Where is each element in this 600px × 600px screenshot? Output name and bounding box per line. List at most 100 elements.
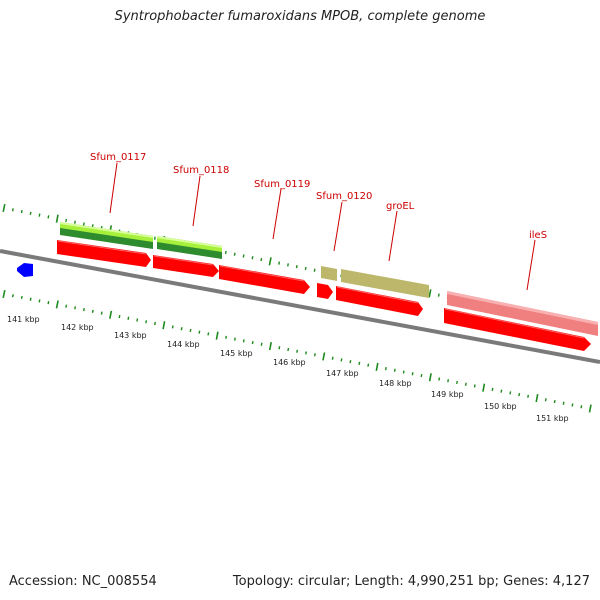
inner-minor-tick — [473, 384, 476, 388]
inner-minor-tick — [331, 356, 334, 360]
gene-label-sfum-0117[interactable]: Sfum_0117 — [90, 152, 146, 163]
gene-label-sfum-0118[interactable]: Sfum_0118 — [173, 165, 229, 176]
inner-major-tick — [109, 310, 113, 319]
outer-minor-tick — [82, 222, 85, 226]
outer-minor-tick — [313, 268, 316, 272]
inner-major-tick — [322, 352, 326, 361]
map-title: Syntrophobacter fumaroxidans MPOB, compl… — [114, 9, 486, 24]
cds-arrow-sfum-0119[interactable] — [219, 265, 310, 294]
inner-minor-tick — [305, 351, 307, 355]
inner-major-tick — [482, 383, 486, 392]
feature-sfum-0117-green[interactable] — [60, 222, 153, 249]
outer-minor-tick — [242, 254, 245, 258]
inner-minor-tick — [118, 314, 121, 319]
inner-minor-tick — [260, 342, 263, 346]
inner-major-tick — [375, 362, 379, 371]
callout-line-sfum-0119 — [272, 188, 282, 240]
inner-minor-tick — [234, 337, 236, 341]
inner-minor-tick — [358, 361, 361, 366]
inner-minor-tick — [11, 294, 14, 298]
inner-minor-tick — [287, 347, 290, 352]
inner-major-tick — [2, 289, 6, 299]
inner-major-tick — [428, 373, 432, 382]
callout-line-sfum-0118 — [192, 175, 201, 227]
cds-arrow-blue[interactable] — [17, 263, 33, 277]
inner-minor-tick — [402, 370, 405, 374]
scale-label: 151 kbp — [536, 414, 569, 423]
cds-highlights — [57, 240, 585, 339]
inner-minor-tick — [278, 346, 281, 350]
inner-minor-tick — [180, 327, 183, 331]
outer-minor-tick — [65, 218, 68, 223]
scale-label: 142 kbp — [61, 323, 94, 332]
inner-minor-tick — [127, 316, 130, 320]
inner-minor-tick — [500, 389, 503, 393]
outer-minor-tick — [224, 250, 227, 255]
scale-label: 148 kbp — [379, 379, 412, 388]
inner-minor-tick — [198, 330, 201, 334]
inner-tick-track — [2, 289, 592, 413]
inner-minor-tick — [420, 373, 423, 378]
inner-major-tick — [162, 321, 166, 330]
gene-labels: Sfum_0117 Sfum_0118 Sfum_0119 Sfum_0120 … — [90, 152, 547, 241]
outer-minor-tick — [29, 211, 32, 215]
cds-track — [17, 240, 591, 351]
cds-arrow-iles[interactable] — [444, 308, 591, 351]
feature-track-upper — [60, 222, 598, 336]
cds-arrow-sfum-0118[interactable] — [153, 255, 219, 277]
inner-minor-tick — [580, 405, 583, 409]
callout-line-sfum-0117 — [109, 162, 118, 214]
feature-sfum-0120-olive[interactable] — [321, 266, 337, 281]
outer-minor-tick — [437, 293, 440, 297]
outer-minor-tick — [153, 236, 156, 240]
outer-minor-tick — [20, 209, 23, 214]
scale-label: 150 kbp — [484, 402, 517, 411]
scale-label: 144 kbp — [167, 340, 200, 349]
inner-minor-tick — [313, 353, 316, 357]
inner-major-tick — [55, 300, 59, 309]
outer-minor-tick — [91, 224, 94, 228]
outer-minor-tick — [304, 266, 307, 271]
inner-minor-tick — [100, 311, 103, 315]
cds-arrow-sfum-0117[interactable] — [57, 240, 151, 267]
inner-minor-tick — [136, 318, 139, 322]
inner-minor-tick — [340, 358, 343, 362]
inner-minor-tick — [83, 307, 85, 312]
callout-line-iles — [526, 239, 536, 291]
scale-label: 147 kbp — [326, 369, 359, 378]
outer-minor-tick — [295, 265, 298, 269]
feature-iles-pink[interactable] — [447, 291, 598, 336]
cds-arrow-groel[interactable] — [336, 286, 423, 316]
inner-minor-tick — [154, 321, 156, 326]
inner-minor-tick — [171, 325, 174, 329]
cds-arrow-sfum-0120[interactable] — [317, 283, 333, 299]
inner-minor-tick — [438, 377, 441, 381]
callout-line-sfum-0120 — [333, 201, 343, 252]
outer-minor-tick — [11, 208, 14, 212]
scale-label: 145 kbp — [220, 349, 253, 358]
inner-minor-tick — [527, 394, 529, 398]
inner-minor-tick — [553, 399, 556, 404]
callout-line-groel — [388, 210, 398, 262]
feature-groel-olive[interactable] — [341, 269, 429, 298]
inner-minor-tick — [38, 299, 41, 303]
outer-minor-tick — [260, 257, 263, 262]
feature-sfum-0118-green[interactable] — [157, 236, 222, 259]
inner-minor-tick — [456, 380, 458, 385]
gene-label-groel[interactable]: groEL — [386, 201, 415, 212]
outer-major-tick — [268, 257, 272, 266]
gene-label-sfum-0119[interactable]: Sfum_0119 — [254, 179, 310, 190]
genome-backbone — [0, 249, 600, 364]
outer-minor-tick — [278, 261, 281, 265]
inner-minor-tick — [384, 366, 387, 371]
inner-minor-tick — [29, 297, 32, 301]
gene-label-iles[interactable]: ileS — [529, 230, 547, 241]
gene-label-sfum-0120[interactable]: Sfum_0120 — [316, 191, 372, 202]
outer-major-tick — [55, 214, 59, 223]
inner-minor-tick — [393, 368, 396, 372]
inner-minor-tick — [145, 320, 148, 324]
outer-minor-tick — [38, 213, 41, 217]
outer-minor-tick — [47, 215, 50, 219]
inner-minor-tick — [91, 309, 94, 313]
scale-label: 143 kbp — [114, 331, 147, 340]
